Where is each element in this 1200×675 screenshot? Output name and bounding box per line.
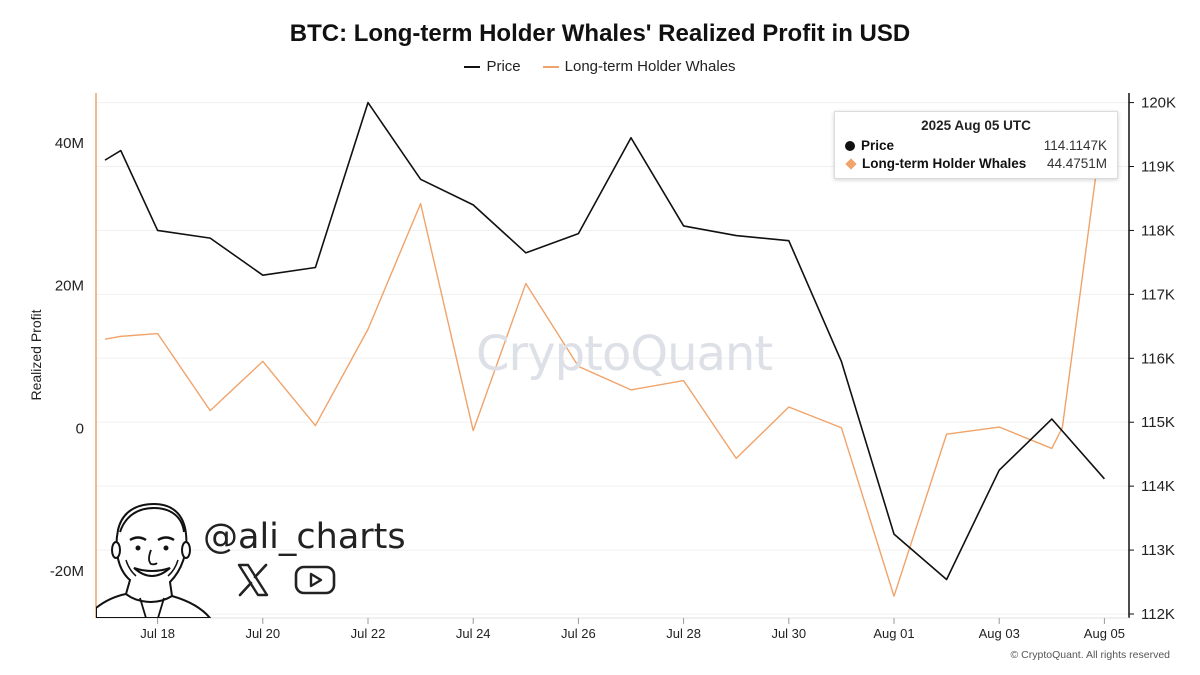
tooltip-value-price: 114.1147K	[1043, 138, 1107, 153]
x-tick-label: Jul 26	[561, 626, 596, 641]
y-tick-label-left: 0	[76, 420, 84, 437]
legend: Price Long-term Holder Whales	[0, 58, 1200, 75]
legend-item-lth-whales[interactable]: Long-term Holder Whales	[542, 58, 736, 75]
y-tick-label-right: 115K	[1141, 414, 1175, 431]
y-tick-label-left: 40M	[55, 135, 84, 152]
copyright-footer: © CryptoQuant. All rights reserved	[1010, 649, 1170, 661]
tooltip-dot-icon	[845, 141, 855, 151]
y-tick-label-right: 118K	[1141, 222, 1175, 239]
x-tick-label: Aug 05	[1084, 626, 1125, 641]
y-tick-label-left: 20M	[55, 278, 84, 295]
y-tick-label-right: 116K	[1141, 350, 1175, 367]
series-line-lth-whales	[104, 110, 1106, 597]
tooltip-label-price: Price	[861, 138, 895, 153]
tooltip-date: 2025 Aug 05 UTC	[921, 118, 1031, 133]
x-tick-label: Jul 24	[456, 626, 491, 641]
x-tick-label: Jul 28	[666, 626, 701, 641]
x-tick-label: Aug 01	[873, 626, 914, 641]
author-handle[interactable]: @ali_charts	[203, 517, 406, 557]
youtube-icon[interactable]	[294, 565, 336, 595]
tooltip-diamond-icon	[845, 158, 857, 170]
tooltip-value-lth-whales: 44.4751M	[1046, 156, 1107, 171]
y-tick-label-right: 120K	[1141, 95, 1176, 112]
x-tick-label: Jul 22	[351, 626, 386, 641]
y-tick-label-right: 114K	[1141, 478, 1175, 495]
tooltip-label-lth-whales: Long-term Holder Whales	[862, 156, 1027, 171]
legend-swatch-price	[464, 65, 481, 68]
legend-item-price[interactable]: Price	[464, 58, 521, 75]
watermark: CryptoQuant	[476, 326, 773, 382]
chart-title: BTC: Long-term Holder Whales' Realized P…	[289, 20, 911, 47]
tooltip: 2025 Aug 05 UTC Price 114.1147K Long-ter…	[834, 111, 1118, 179]
y-tick-label-right: 112K	[1141, 606, 1175, 623]
y-tick-label-right: 119K	[1141, 159, 1175, 176]
legend-swatch-lth-whales	[542, 65, 559, 68]
x-tick-label: Aug 03	[979, 626, 1020, 641]
x-tick-label: Jul 20	[245, 626, 280, 641]
legend-label-lth-whales: Long-term Holder Whales	[564, 58, 736, 75]
y-tick-label-right: 113K	[1141, 542, 1175, 559]
y-tick-label-left: -20M	[50, 563, 84, 580]
x-tick-label: Jul 18	[140, 626, 175, 641]
x-tick-label: Jul 30	[771, 626, 806, 641]
y-axis-title-left: Realized Profit	[28, 309, 44, 401]
legend-label-price: Price	[486, 58, 521, 75]
y-tick-label-right: 117K	[1141, 286, 1175, 303]
tooltip-row-lth-whales: Long-term Holder Whales 44.4751M	[845, 155, 1107, 173]
tooltip-row-price: Price 114.1147K	[845, 137, 1107, 155]
x-logo-icon[interactable]	[236, 563, 270, 597]
avatar-portrait	[96, 502, 212, 618]
